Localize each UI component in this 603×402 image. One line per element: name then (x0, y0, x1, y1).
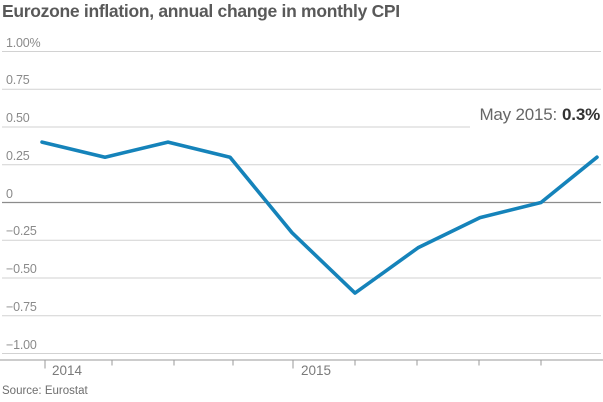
chart-title: Eurozone inflation, annual change in mon… (2, 1, 400, 21)
y-axis-label: 0.75 (6, 73, 30, 88)
x-axis-year-label-2015: 2015 (301, 363, 332, 378)
latest-value-label: May 2015: (479, 105, 558, 124)
y-axis-label: 1.00% (6, 35, 41, 50)
y-axis-label: −0.50 (6, 262, 37, 276)
x-axis-year-label-2014: 2014 (52, 363, 83, 378)
y-axis-label: −0.25 (6, 224, 37, 239)
latest-value-number: 0.3% (562, 105, 600, 124)
y-axis-label: −1.00 (6, 337, 37, 352)
y-axis-label: 0.25 (6, 148, 30, 163)
y-axis-label: −0.75 (6, 299, 37, 314)
y-axis-label: 0.50 (6, 111, 30, 125)
latest-value-callout: May 2015: 0.3% (473, 105, 600, 125)
y-axis-label: 0 (6, 186, 13, 201)
cpi-line-series (40, 140, 599, 295)
source-note: Source: Eurostat (2, 385, 88, 397)
